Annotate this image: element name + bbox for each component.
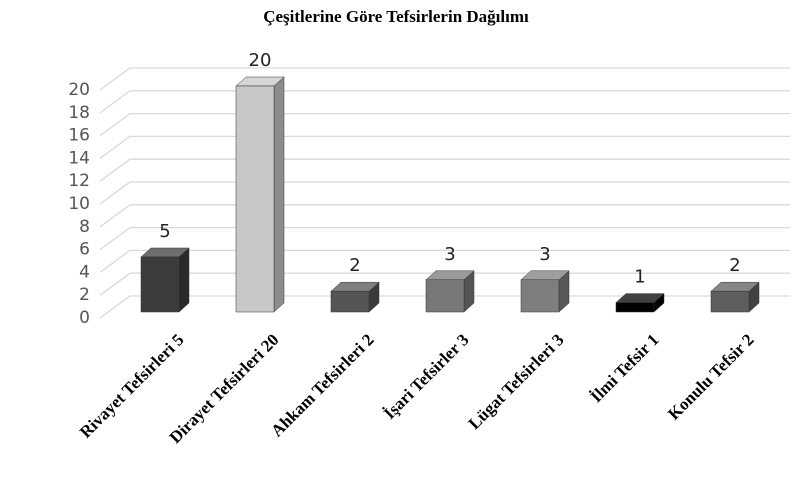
y-tick-label: 14: [68, 148, 90, 168]
chart-title: Çeşitlerine Göre Tefsirlerin Dağılımı: [263, 7, 529, 26]
x-tick-label: Lügat Tefsirleri 3: [465, 330, 568, 433]
grid-line: [99, 226, 790, 251]
x-tick-label: Konulu Tefsir 2: [664, 330, 757, 423]
grid-line: [99, 135, 790, 159]
bar: [520, 279, 560, 313]
y-tick-label: 6: [79, 240, 90, 260]
bar: [140, 256, 180, 313]
bar-group: [520, 270, 570, 313]
y-tick-label: 8: [79, 217, 90, 237]
y-tick-label: 16: [68, 126, 90, 146]
bar: [710, 290, 750, 313]
grid-line: [99, 181, 790, 205]
bar: [235, 85, 275, 313]
grid-line: [99, 90, 790, 114]
bar-group: [330, 281, 380, 313]
x-tick-label: İşari Tefsirler 3: [380, 330, 473, 423]
y-tick-label: 12: [68, 171, 90, 191]
grid-line: [99, 112, 790, 137]
bar-group: [235, 76, 285, 313]
y-tick-label: 20: [68, 80, 90, 100]
value-label: 2: [729, 255, 740, 276]
bar: [615, 302, 655, 313]
bar-group: [710, 281, 760, 313]
y-tick-label: 4: [79, 262, 90, 282]
bar-group: [140, 247, 190, 313]
x-tick-label: Rivayet Tefsirleri 5: [76, 330, 188, 442]
value-label: 3: [539, 244, 550, 265]
y-tick-label: 0: [79, 308, 90, 328]
grid-line: [99, 67, 790, 91]
grid-line: [99, 295, 790, 319]
grid-line: [99, 204, 790, 228]
y-tick-label: 10: [68, 194, 90, 214]
value-label: 1: [634, 267, 645, 288]
bar-group: [615, 293, 665, 313]
x-tick-label: Ahkam Tefsirleri 2: [267, 330, 377, 440]
bar-side: [178, 247, 190, 313]
grid-line: [99, 249, 790, 273]
bar: [425, 279, 465, 313]
bar: [330, 290, 370, 313]
value-label: 2: [349, 255, 360, 276]
y-tick-label: 2: [79, 285, 90, 305]
bar-group: [425, 270, 475, 313]
grid-line: [99, 158, 790, 182]
y-tick-label: 18: [68, 103, 90, 123]
bar-side: [273, 76, 285, 313]
grid-line: [99, 272, 790, 296]
value-label: 5: [159, 221, 170, 242]
value-label: 20: [249, 50, 272, 71]
value-label: 3: [444, 244, 455, 265]
x-tick-label: İlmi Tefsir 1: [587, 330, 663, 406]
